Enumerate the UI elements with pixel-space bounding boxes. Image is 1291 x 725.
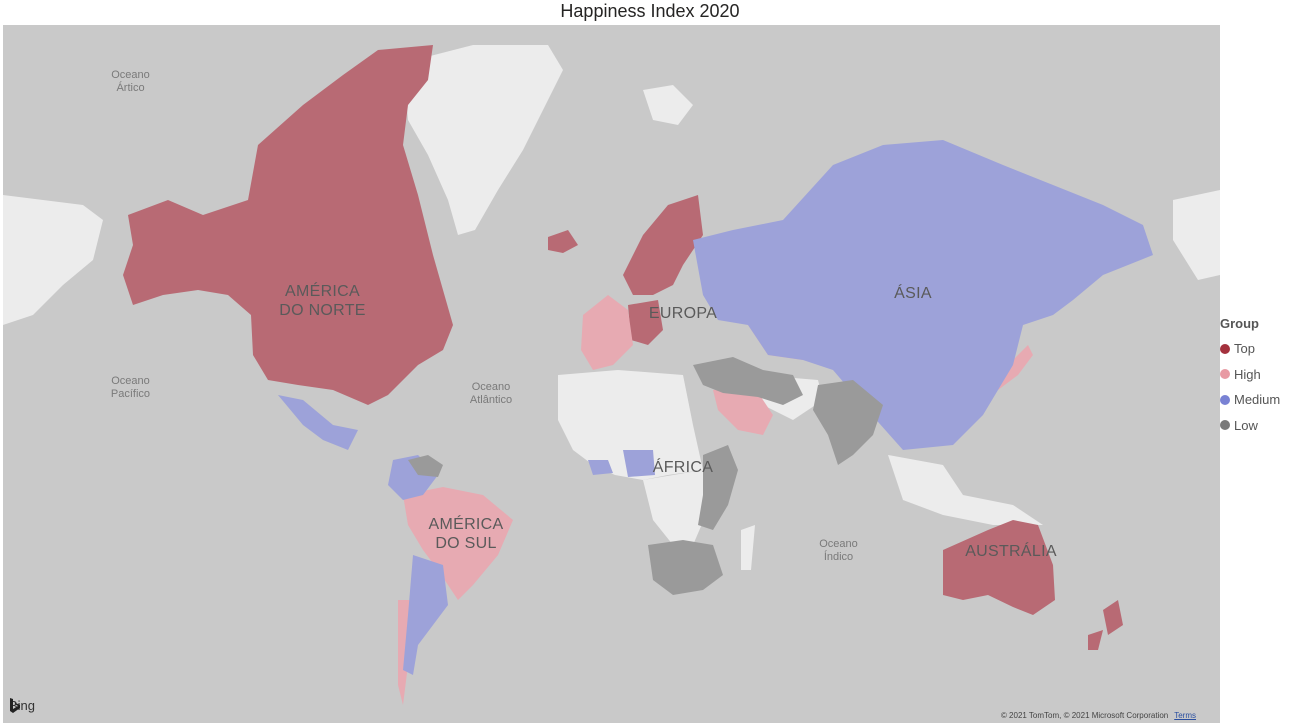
copyright-text: © 2021 TomTom, © 2021 Microsoft Corporat… [1000,711,1169,720]
country-low[interactable] [408,357,883,595]
land-unshaded [3,45,1220,570]
alaska-west-landmass [3,195,103,325]
region-label-north-america: AMÉRICA DO NORTE [279,283,366,319]
chart-title: Happiness Index 2020 [560,1,740,21]
legend-item-medium[interactable]: Medium [1220,387,1291,413]
scandinavia [623,195,703,295]
middle-east-low [693,357,803,405]
map-canvas[interactable] [3,25,1220,723]
region-label-asia: ÁSIA [894,285,932,302]
legend-label-top: Top [1234,341,1255,357]
west-africa-medium [588,450,655,477]
central-south-africa [643,470,708,545]
legend: Group Top High Medium Low [1220,316,1291,438]
north-africa [558,370,703,480]
region-label-south-america: AMÉRICA DO SUL [428,516,504,552]
iceland [548,230,578,253]
legend-title: Group [1220,316,1259,331]
bing-icon [10,698,20,713]
legend-dot-low [1220,420,1230,431]
ocean-label-atlantic: Oceano Atlântico [469,381,513,406]
region-label-africa: ÁFRICA [652,459,714,476]
region-label-australia: AUSTRÁLIA [965,543,1057,560]
legend-dot-top [1220,343,1230,354]
india [813,380,883,465]
legend-item-high[interactable]: High [1220,362,1291,388]
legend-item-low[interactable]: Low [1220,413,1291,439]
greenland [403,45,563,235]
central-europe [628,300,663,345]
brazil [403,487,513,600]
legend-label-medium: Medium [1234,392,1281,408]
southeast-asia [888,455,1043,525]
northern-south-america-low [408,455,443,477]
svalbard [643,85,693,125]
new-zealand [1088,600,1123,650]
argentina [403,555,448,675]
australia [943,520,1055,615]
region-label-europe: EUROPA [648,305,718,322]
saudi-arabia [713,385,773,435]
terms-link[interactable]: Terms [1174,711,1196,720]
western-europe [581,295,633,370]
map-attribution: © 2021 TomTom, © 2021 Microsoft Corporat… [1001,711,1196,720]
north-america [123,45,453,405]
madagascar [741,525,755,570]
southern-africa [648,540,723,595]
map-visual[interactable]: Oceano Ártico Oceano Pacífico Oceano Atlânt… [3,25,1220,723]
bing-logo: Bing [9,698,35,713]
country-medium[interactable] [278,140,1153,675]
ocean-label-indian: Oceano Índico [819,538,858,563]
ocean-label-pacific: Oceano Pacífico [110,375,151,400]
country-top[interactable] [123,45,1123,650]
legend-dot-high [1220,369,1230,380]
mexico [278,395,358,450]
legend-label-high: High [1234,366,1261,382]
legend-dot-medium [1220,394,1230,405]
legend-item-top[interactable]: Top [1220,336,1291,362]
east-africa [698,445,738,530]
russia-asia [693,140,1153,450]
legend-label-low: Low [1234,417,1258,433]
ocean-label-arctic: Oceano Ártico [111,69,150,94]
far-east-russia [1173,190,1220,280]
